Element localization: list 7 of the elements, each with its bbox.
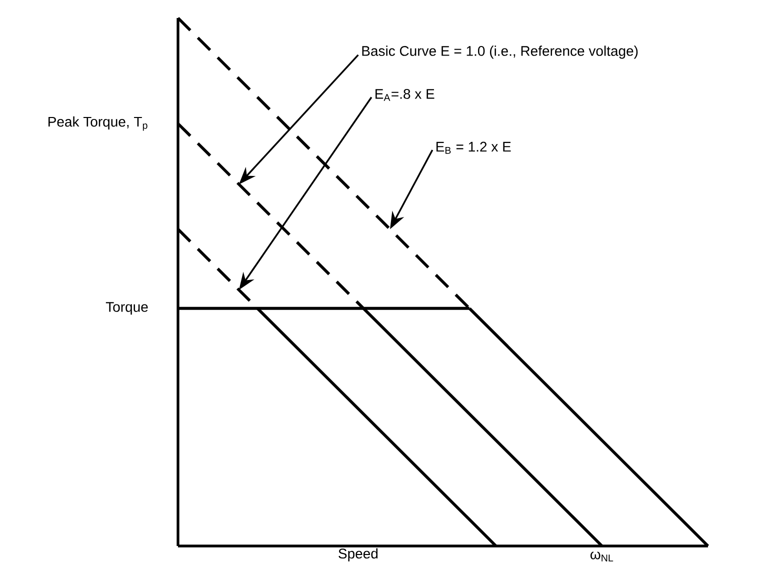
text: ω$_{NL}$: [590, 552, 614, 562]
annotation: Basic Curve E = 1.0 (i.e., Reference voltage): [362, 46, 638, 59]
text: Torque: [106, 302, 148, 315]
x-axis-title: Speed: [338, 548, 378, 562]
annotation: E$_{A}$=.8 x E: [376, 88, 434, 101]
annotation: E$_{B}$ = 1.2 x E: [436, 142, 511, 154]
text: Peak Torque, T$_{p}$: [48, 116, 148, 131]
